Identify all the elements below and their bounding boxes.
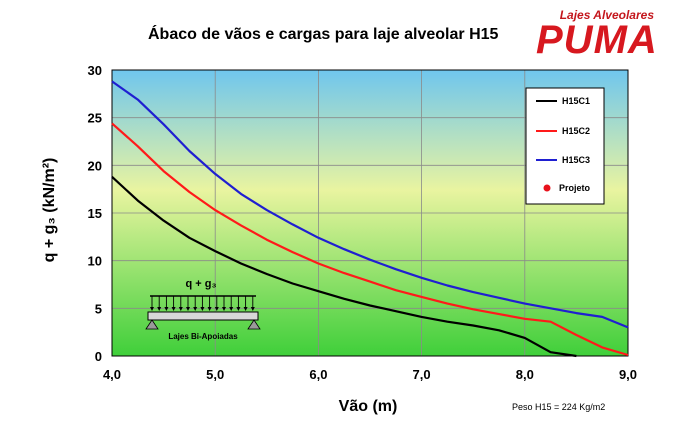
load-arrow-head	[186, 307, 190, 311]
left-support	[145, 319, 159, 330]
load-arrow-head	[178, 307, 183, 311]
right-support	[247, 319, 261, 330]
load-arrow-head	[250, 307, 255, 311]
series-line-h15c3	[111, 80, 629, 329]
load-arrow-head	[171, 307, 176, 311]
load-arrow-head	[214, 307, 219, 311]
y-tick-label: 20	[88, 158, 102, 173]
x-tick-label: 5,0	[206, 367, 224, 382]
logo-tagline: Lajes Alveolares	[559, 8, 654, 22]
load-arrow-head	[222, 307, 226, 311]
load-arrow-head	[157, 307, 162, 311]
legend-label-h15c2: H15C2	[562, 126, 590, 136]
slab-beam	[147, 311, 259, 321]
load-arrow-head	[200, 307, 205, 311]
x-tick-label: 9,0	[619, 367, 637, 382]
series-lines	[111, 80, 629, 358]
legend-box	[525, 87, 605, 205]
y-tick-label: 25	[88, 111, 102, 126]
x-tick-label: 4,0	[103, 367, 121, 382]
x-axis-title: Vão (m)	[339, 398, 398, 415]
x-tick-labels: 4,0 5,0 6,0 7,0 8,0 9,0	[103, 367, 637, 382]
load-arrow-head	[243, 307, 248, 311]
load-arrow-head	[164, 307, 169, 311]
x-tick-label: 8,0	[516, 367, 534, 382]
weight-note: Peso H15 = 224 Kg/m2	[512, 402, 605, 412]
y-tick-labels: 0 5 10 15 20 25 30	[88, 63, 102, 364]
x-tick-label: 7,0	[413, 367, 431, 382]
x-tick-label: 6,0	[309, 367, 327, 382]
load-arrow-head	[193, 307, 198, 311]
y-tick-label: 30	[88, 63, 102, 78]
legend-label-projeto: Projeto	[559, 183, 591, 193]
slab-load-diagram: q + g₃ Lajes Bi-Apoiadas	[145, 278, 261, 341]
y-tick-label: 15	[88, 206, 102, 221]
inset-load-label: q + g₃	[185, 278, 216, 290]
y-tick-label: 0	[95, 349, 102, 364]
legend: H15C1 H15C2 H15C3 Projeto	[525, 87, 605, 205]
legend-marker-projeto	[543, 184, 551, 192]
y-tick-label: 5	[95, 301, 102, 316]
legend-label-h15c1: H15C1	[562, 96, 590, 106]
chart-title: Ábaco de vãos e cargas para laje alveola…	[148, 26, 499, 43]
plot-frame	[111, 69, 629, 357]
brand-logo: Lajes Alveolares PUMA	[512, 8, 672, 62]
load-arrows	[150, 296, 255, 311]
inset-support-label: Lajes Bi-Apoiadas	[168, 332, 238, 341]
logo-wordmark: PUMA	[536, 18, 658, 62]
load-arrow-head	[236, 307, 241, 311]
load-arrow-head	[207, 307, 212, 311]
series-line-h15c2	[111, 122, 629, 357]
load-arrow-head	[229, 307, 234, 311]
series-line-h15c1	[111, 175, 577, 358]
y-tick-label: 10	[88, 254, 102, 269]
legend-label-h15c3: H15C3	[562, 155, 590, 165]
load-arrow-head	[150, 307, 154, 311]
y-axis-title: q + g₃ (kN/m²)	[41, 158, 58, 263]
